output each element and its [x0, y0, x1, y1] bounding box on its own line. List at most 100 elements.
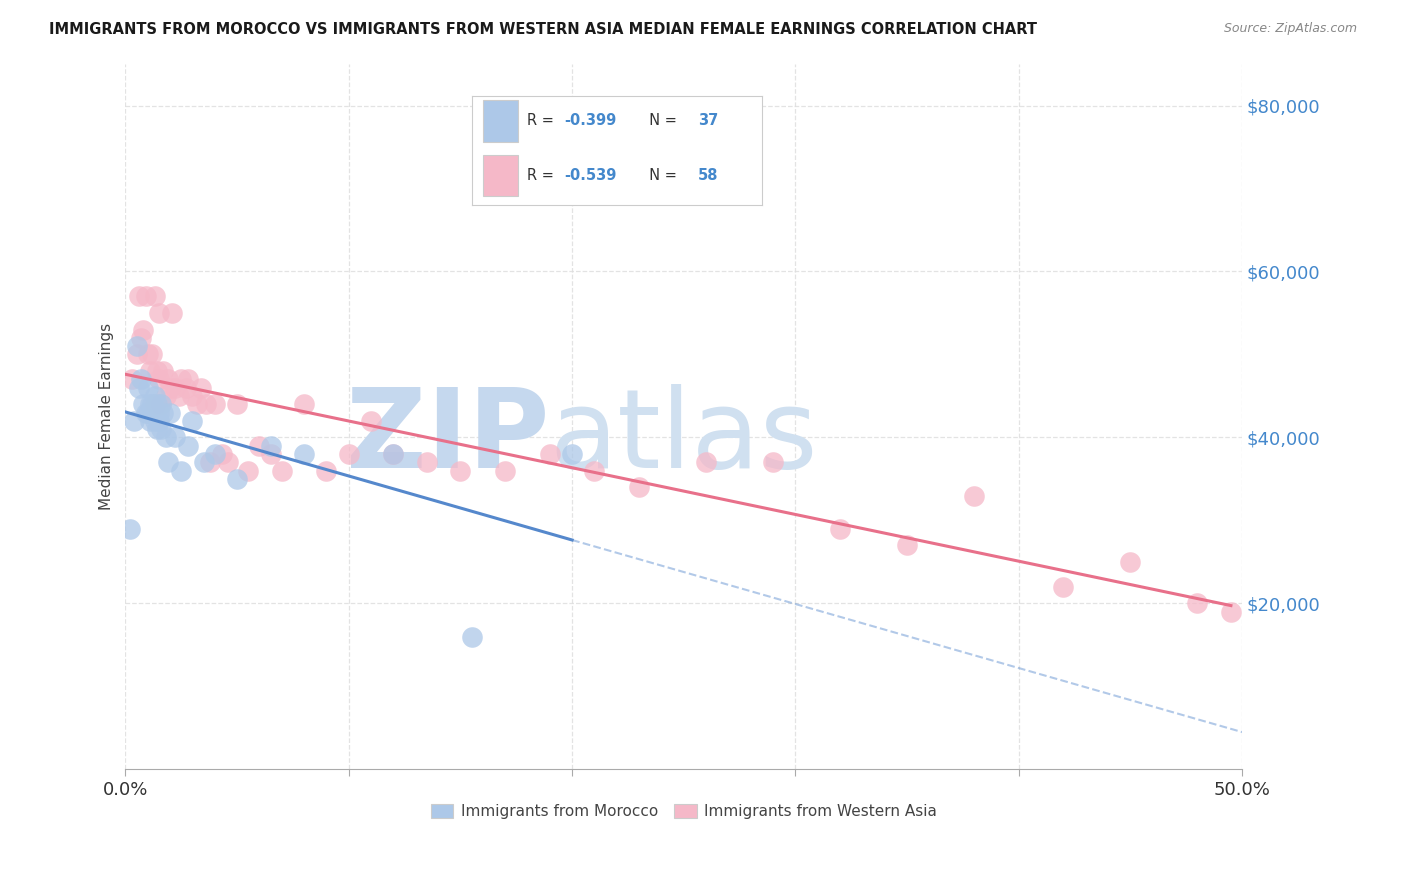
Point: [159, 405, 181, 419]
Point: [217, 455, 239, 469]
Point: [561, 447, 583, 461]
Point: [204, 447, 226, 461]
Point: [449, 464, 471, 478]
Text: atlas: atlas: [550, 384, 818, 491]
Point: [150, 397, 173, 411]
Point: [132, 397, 155, 411]
Point: [150, 397, 173, 411]
Point: [762, 455, 785, 469]
Point: [170, 464, 193, 478]
Point: [963, 488, 986, 502]
Point: [152, 405, 174, 419]
Point: [167, 389, 190, 403]
Point: [1119, 555, 1142, 569]
Point: [292, 447, 315, 461]
Point: [830, 522, 852, 536]
Point: [416, 455, 439, 469]
Point: [128, 289, 150, 303]
Text: Source: ZipAtlas.com: Source: ZipAtlas.com: [1223, 22, 1357, 36]
Point: [270, 464, 292, 478]
Point: [190, 381, 212, 395]
Point: [181, 414, 204, 428]
Point: [1187, 596, 1209, 610]
Point: [145, 422, 167, 436]
Point: [136, 405, 159, 419]
Point: [155, 389, 177, 403]
Point: [538, 447, 561, 461]
Point: [124, 414, 146, 428]
Point: [136, 347, 159, 361]
Point: [135, 289, 157, 303]
Point: [460, 630, 482, 644]
Point: [148, 405, 170, 419]
Point: [125, 347, 148, 361]
Point: [494, 464, 516, 478]
Legend: Immigrants from Morocco, Immigrants from Western Asia: Immigrants from Morocco, Immigrants from…: [425, 797, 943, 825]
Point: [292, 397, 315, 411]
Point: [170, 372, 193, 386]
Point: [360, 414, 382, 428]
Point: [150, 422, 173, 436]
Point: [136, 381, 159, 395]
Text: ZIP: ZIP: [346, 384, 550, 491]
Point: [129, 372, 152, 386]
Point: [118, 522, 141, 536]
Point: [148, 414, 170, 428]
Point: [156, 372, 179, 386]
Point: [249, 439, 271, 453]
Point: [226, 472, 249, 486]
Point: [259, 439, 281, 453]
Point: [143, 397, 166, 411]
Point: [145, 397, 167, 411]
Point: [156, 455, 179, 469]
Point: [238, 464, 260, 478]
Point: [382, 447, 405, 461]
Point: [382, 447, 405, 461]
Point: [139, 364, 162, 378]
Point: [129, 331, 152, 345]
Point: [186, 397, 208, 411]
Point: [583, 464, 606, 478]
Point: [315, 464, 337, 478]
Point: [177, 372, 200, 386]
Point: [337, 447, 360, 461]
Point: [135, 405, 157, 419]
Point: [159, 381, 181, 395]
Point: [152, 364, 174, 378]
Point: [226, 397, 249, 411]
Point: [200, 455, 222, 469]
Point: [139, 397, 162, 411]
Point: [1052, 580, 1074, 594]
Y-axis label: Median Female Earnings: Median Female Earnings: [100, 323, 114, 510]
Point: [163, 381, 186, 395]
Point: [145, 364, 167, 378]
Text: IMMIGRANTS FROM MOROCCO VS IMMIGRANTS FROM WESTERN ASIA MEDIAN FEMALE EARNINGS C: IMMIGRANTS FROM MOROCCO VS IMMIGRANTS FR…: [49, 22, 1038, 37]
Point: [193, 455, 215, 469]
Point: [1219, 605, 1241, 619]
Point: [121, 372, 143, 386]
Point: [141, 405, 163, 419]
Point: [141, 347, 163, 361]
Point: [143, 389, 166, 403]
Point: [174, 381, 197, 395]
Point: [143, 289, 166, 303]
Point: [259, 447, 281, 461]
Point: [163, 430, 186, 444]
Point: [162, 306, 184, 320]
Point: [628, 480, 651, 494]
Point: [204, 397, 226, 411]
Point: [181, 389, 204, 403]
Point: [128, 381, 150, 395]
Point: [194, 397, 217, 411]
Point: [132, 322, 155, 336]
Point: [125, 339, 148, 353]
Point: [148, 372, 170, 386]
Point: [211, 447, 233, 461]
Point: [143, 414, 166, 428]
Point: [155, 430, 177, 444]
Point: [141, 397, 163, 411]
Point: [139, 414, 162, 428]
Point: [896, 538, 918, 552]
Point: [695, 455, 717, 469]
Point: [148, 306, 170, 320]
